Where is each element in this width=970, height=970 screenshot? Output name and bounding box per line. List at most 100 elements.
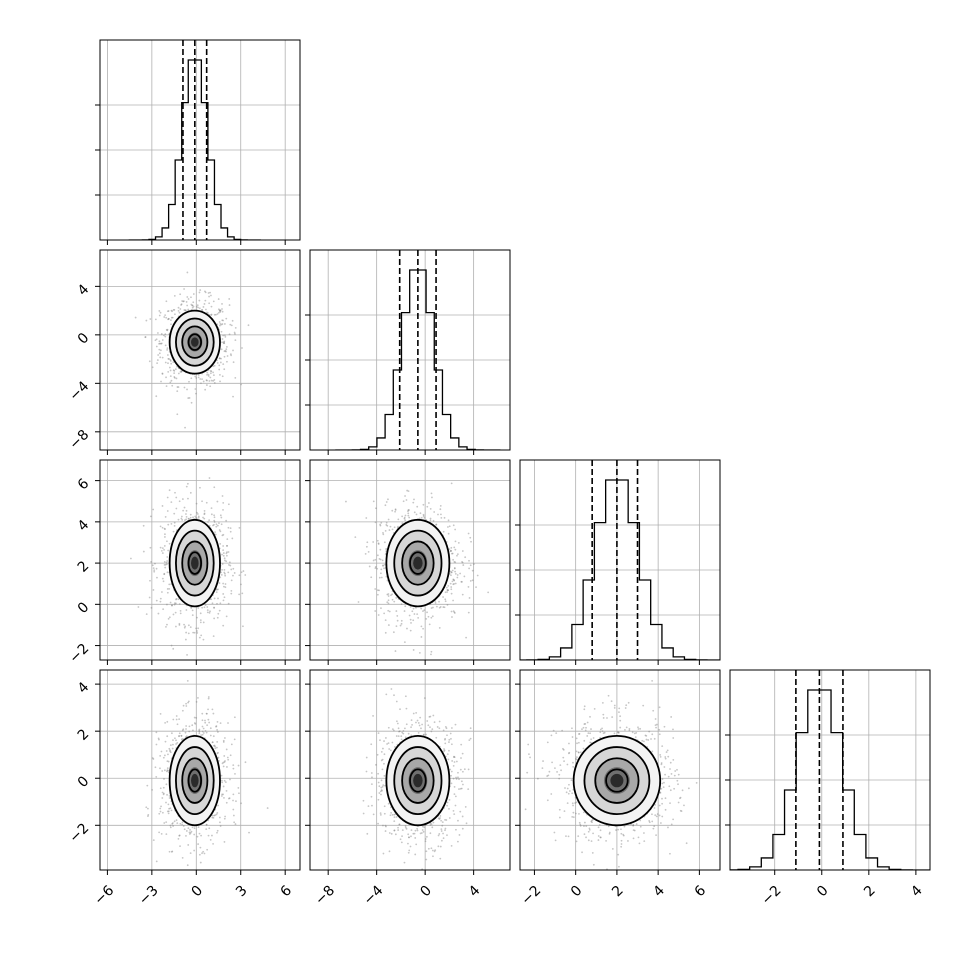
scatter-point (661, 815, 664, 818)
scatter-point (157, 737, 160, 740)
scatter-point (219, 309, 222, 312)
scatter-point (158, 831, 161, 834)
density-level (191, 773, 199, 788)
scatter-point (221, 495, 224, 497)
scatter-point (161, 552, 164, 554)
scatter-point (448, 738, 451, 741)
scatter-point (661, 745, 664, 748)
scatter-point (174, 368, 177, 371)
hist-panel-2 (515, 459, 721, 665)
scatter-point (169, 751, 172, 754)
scatter-point (370, 743, 373, 746)
scatter-point (159, 525, 162, 528)
scatter-point (155, 338, 158, 341)
scatter-point (184, 638, 187, 641)
scatter-point (178, 622, 181, 625)
scatter-point (430, 616, 433, 619)
scatter-point (170, 732, 173, 735)
scatter-point (202, 732, 205, 734)
scatter-point (160, 333, 163, 335)
scatter-point (214, 533, 217, 536)
scatter-point (212, 744, 215, 747)
scatter-point (397, 826, 399, 829)
scatter-point (148, 596, 151, 599)
scatter-point (449, 732, 452, 735)
scatter-point (442, 530, 445, 533)
scatter-point (409, 629, 412, 632)
scatter-point (206, 724, 209, 727)
scatter-point (224, 586, 227, 589)
scatter-point (161, 505, 164, 507)
scatter-point (187, 397, 190, 399)
scatter-point (222, 363, 225, 365)
scatter-point (450, 482, 453, 485)
scatter-point (168, 583, 171, 586)
scatter-point (166, 793, 168, 796)
scatter-point (428, 623, 431, 626)
contour-line (175, 746, 215, 816)
scatter-point (213, 597, 216, 600)
scatter-point (462, 783, 464, 786)
scatter-point (155, 731, 158, 734)
scatter-point (453, 579, 456, 582)
scatter-point (207, 373, 210, 376)
scatter-point (195, 377, 198, 379)
scatter-point (199, 612, 202, 615)
scatter-point (163, 527, 166, 530)
scatter-point (461, 593, 464, 596)
scatter-point (232, 395, 234, 398)
scatter-point (432, 606, 434, 609)
scatter-point (216, 720, 219, 723)
scatter-point (443, 750, 445, 753)
scatter-point (397, 518, 400, 521)
scatter-point (217, 804, 219, 807)
scatter-point (377, 822, 379, 825)
scatter-point (242, 625, 244, 628)
scatter-point (402, 729, 405, 732)
scatter-point (444, 598, 447, 601)
scatter-point (166, 603, 168, 606)
scatter-point (450, 586, 453, 588)
scatter-point (161, 372, 164, 375)
scatter-point (232, 793, 235, 796)
scatter-point (439, 606, 442, 608)
scatter-point (219, 722, 222, 725)
scatter-point (193, 631, 196, 634)
scatter-point (374, 521, 377, 524)
scatter-point (196, 630, 198, 632)
scatter-point (232, 361, 235, 364)
scatter-point (461, 561, 464, 564)
y-tick-label: 0 (75, 599, 93, 617)
scatter-point (435, 523, 438, 526)
scatter-point (456, 576, 459, 579)
scatter-point (169, 360, 172, 362)
scatter-point (205, 828, 208, 831)
scatter-point (449, 550, 452, 552)
scatter-point (193, 716, 196, 719)
scatter-point (209, 727, 212, 730)
scatter-point (445, 727, 448, 730)
scatter-point (208, 519, 211, 522)
scatter-point (187, 827, 190, 830)
scatter-point (186, 296, 189, 298)
scatter-point (216, 313, 219, 315)
scatter-point (238, 593, 241, 596)
scatter-point (453, 583, 456, 585)
scatter-point (194, 515, 197, 518)
scatter-point (171, 822, 174, 824)
scatter-point (450, 774, 452, 777)
contour-line (175, 529, 215, 597)
scatter-point (656, 723, 658, 726)
scatter-point (225, 789, 228, 792)
scatter-point (183, 623, 185, 626)
scatter-point (415, 843, 418, 846)
scatter-point (171, 747, 174, 750)
scatter-point (660, 762, 663, 764)
scatter-point (458, 778, 460, 781)
scatter-point (213, 523, 215, 526)
scatter-point (407, 512, 410, 515)
scatter-point (207, 696, 210, 698)
scatter-point (175, 715, 178, 717)
scatter-point (230, 354, 232, 357)
scatter-point (159, 807, 162, 810)
